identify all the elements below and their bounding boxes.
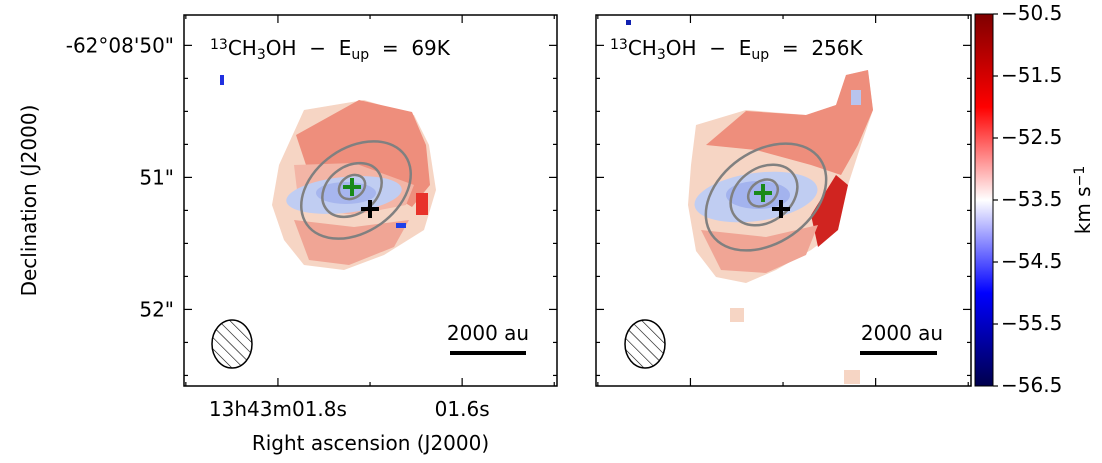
panel-title-part: up	[751, 47, 769, 63]
colorbar-tick-label: −53.5	[1001, 187, 1062, 211]
scalebar-label: 2000 au	[861, 321, 943, 345]
panel-title: 13CH3OH − Eup = 256K	[610, 36, 864, 63]
y-tick-label: 51"	[139, 165, 174, 189]
panel-title-part: = 69K	[369, 36, 451, 60]
figure: 13CH3OH − Eup = 69K2000 au-62°08'50"51"5…	[0, 0, 1102, 463]
colorbar-tick-label: −54.5	[1001, 249, 1062, 273]
panel-title-part: = 256K	[769, 36, 863, 60]
x-tick-label: 13h43m01.8s	[209, 397, 347, 421]
panel-title-part: CH	[628, 36, 657, 60]
panel-title-part: 3	[257, 47, 266, 63]
colorbar-label-part: −1	[1072, 166, 1088, 187]
x-tick-label: 01.6s	[435, 397, 490, 421]
colorbar-tick-label: −50.5	[1001, 1, 1062, 25]
colorbar-tick-label: −56.5	[1001, 373, 1062, 397]
colorbar-tick-label: −55.5	[1001, 311, 1062, 335]
colorbar-label: km s−1	[1071, 166, 1095, 234]
panel-title-part: 3	[657, 47, 666, 63]
y-tick-label: -62°08'50"	[66, 33, 174, 57]
panel-title: 13CH3OH − Eup = 69K	[210, 36, 451, 63]
scalebar-label: 2000 au	[447, 321, 529, 345]
y-axis-label: Declination (J2000)	[17, 105, 41, 297]
x-axis-label: Right ascension (J2000)	[252, 431, 489, 455]
panel-title-part: up	[351, 47, 369, 63]
colorbar-tick-label: −52.5	[1001, 125, 1062, 149]
colorbar-tick-label: −51.5	[1001, 63, 1062, 87]
panel-title-part: OH − E	[266, 36, 352, 60]
panel-title-part: 13	[210, 37, 228, 53]
colorbar	[975, 14, 993, 386]
y-tick-label: 52"	[139, 297, 174, 321]
panel-title-part: 13	[610, 37, 628, 53]
colorbar-label-part: km s	[1071, 186, 1095, 234]
panel-title-part: OH − E	[666, 36, 752, 60]
panel-title-part: CH	[228, 36, 257, 60]
